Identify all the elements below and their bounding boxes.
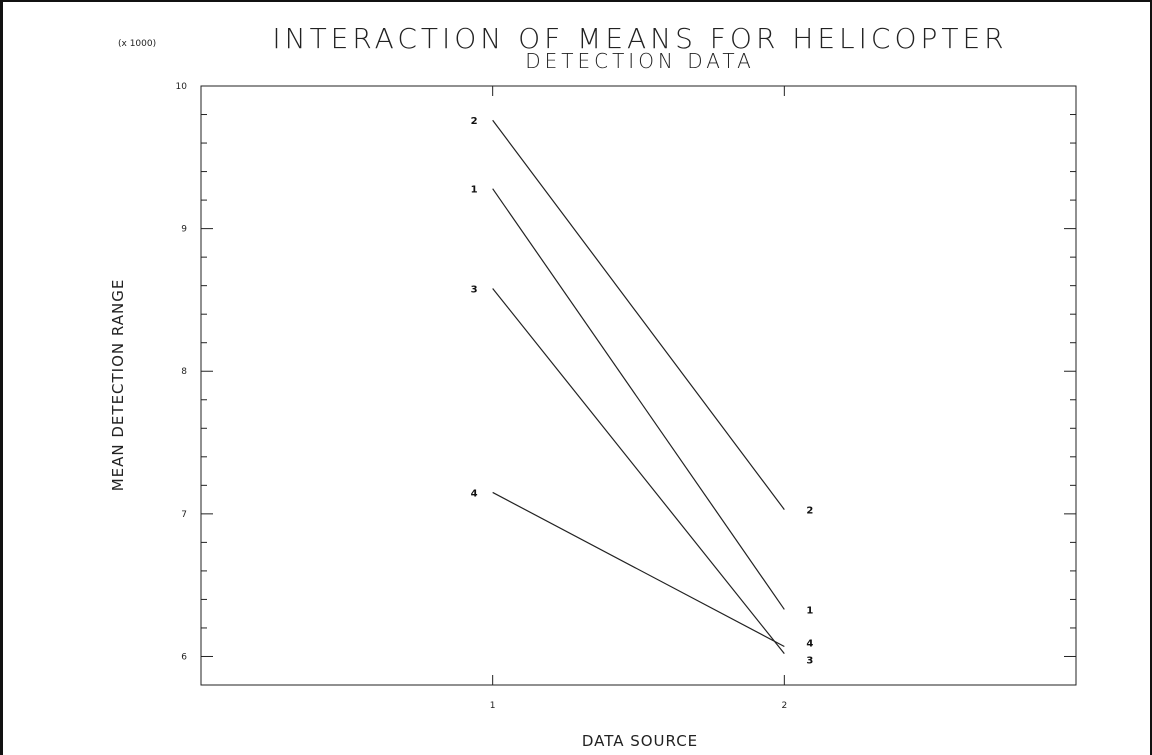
y-tick-label: 10	[176, 82, 188, 92]
y-axis-multiplier: (x 1000)	[118, 39, 156, 49]
series-label-end-3: 3	[806, 656, 813, 667]
series-lines: 1 1 2 2 3 3 4 4	[471, 116, 814, 666]
y-tick-label: 6	[181, 652, 187, 662]
chart-title-line-1: INTERACTION OF MEANS FOR HELICOPTER	[272, 22, 1007, 55]
y-tick-label: 7	[181, 510, 187, 520]
series-label-end-2: 2	[806, 506, 813, 517]
series-label-end-1: 1	[806, 605, 813, 616]
y-axis-label: MEAN DETECTION RANGE	[109, 279, 127, 492]
series-label-start-2: 2	[471, 116, 478, 127]
y-tick-label: 9	[181, 225, 187, 235]
x-tick-label: 1	[490, 701, 496, 711]
y-axis-ticks: 6 7 8 9 10	[176, 82, 1076, 686]
series-label-start-4: 4	[471, 488, 478, 499]
series-label-start-1: 1	[471, 185, 478, 196]
series-line-3	[492, 288, 785, 654]
series-line-2	[492, 119, 785, 510]
chart-title-line-2: DETECTION DATA	[525, 49, 755, 73]
series-label-start-3: 3	[471, 285, 478, 296]
plot-area-frame	[200, 85, 1077, 686]
series-label-end-4: 4	[806, 638, 813, 649]
x-tick-label: 2	[781, 701, 787, 711]
y-tick-label: 8	[181, 367, 187, 377]
series-line-1	[492, 188, 785, 610]
series-line-4	[492, 491, 785, 648]
x-axis-label: DATA SOURCE	[582, 732, 698, 750]
